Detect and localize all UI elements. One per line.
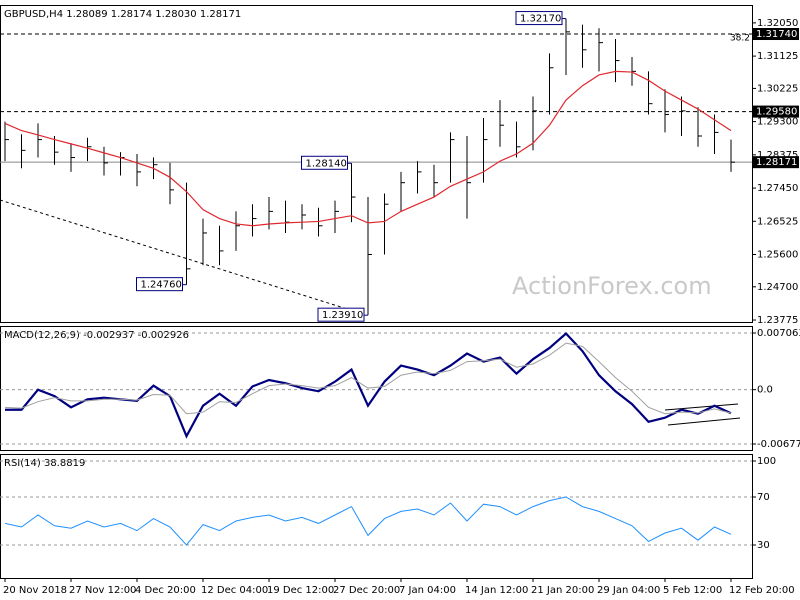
x-tick-label: 29 Jan 04:00 xyxy=(597,585,660,596)
series-line xyxy=(4,342,732,415)
y-tick-label: 30 xyxy=(757,540,770,551)
level-label: 1.28171 xyxy=(756,157,797,168)
annotation-box xyxy=(301,155,348,170)
x-tick-label: 27 Nov 12:00 xyxy=(69,585,136,596)
x-tick-label: 7 Jan 04:00 xyxy=(399,585,456,596)
series-line xyxy=(4,496,732,546)
annotation-label: 1.28140 xyxy=(306,158,347,169)
y-tick-label: 0.007063 xyxy=(757,328,800,339)
level-label: 1.31740 xyxy=(756,29,797,40)
y-tick-label: 1.26525 xyxy=(757,216,798,227)
x-tick-label: 21 Jan 20:00 xyxy=(531,585,594,596)
y-tick-label: 1.25600 xyxy=(757,249,798,260)
annotation-box xyxy=(136,277,183,292)
annotation-box xyxy=(317,307,365,322)
annotation-label: 1.24760 xyxy=(141,280,182,291)
x-tick-label: 27 Dec 20:00 xyxy=(333,585,400,596)
panel-title: RSI(14) 38.8819 xyxy=(4,458,85,469)
level-label-box xyxy=(753,105,799,118)
x-tick-label: 5 Feb 12:00 xyxy=(663,585,722,596)
level-label: 1.29580 xyxy=(756,107,797,118)
macd-panel xyxy=(0,326,753,451)
x-tick-label: 12 Dec 04:00 xyxy=(201,585,268,596)
level-note: 38.2 xyxy=(730,34,750,44)
y-tick-label: 1.32050 xyxy=(757,18,798,29)
y-tick-label: 1.24700 xyxy=(757,282,798,293)
annotation-label: 1.32170 xyxy=(520,14,561,25)
y-tick-label: 1.29300 xyxy=(757,117,798,128)
y-tick-label: 100 xyxy=(757,456,776,467)
y-tick-label: 70 xyxy=(757,492,770,503)
y-tick-label: 1.28375 xyxy=(757,150,798,161)
y-tick-label: 0.0 xyxy=(757,385,773,396)
channel-line xyxy=(667,417,741,426)
y-tick-label: -0.006774 xyxy=(757,439,800,450)
rsi-panel xyxy=(0,454,753,579)
x-tick-label: 20 Nov 2018 xyxy=(3,585,67,596)
price-panel xyxy=(0,5,753,323)
channel-line xyxy=(664,403,739,411)
x-tick-label: 4 Dec 20:00 xyxy=(135,585,196,596)
y-tick-label: 1.23775 xyxy=(757,315,798,326)
moving-average xyxy=(4,70,732,227)
trend-line xyxy=(0,199,361,314)
annotation-box xyxy=(515,11,563,26)
level-label-box xyxy=(753,28,799,41)
y-tick-label: 1.27450 xyxy=(757,183,798,194)
panel-title: GBPUSD,H4 1.28089 1.28174 1.28030 1.2817… xyxy=(4,9,241,20)
y-tick-label: 1.31125 xyxy=(757,51,798,62)
x-tick-label: 12 Feb 20:00 xyxy=(729,585,795,596)
y-tick-label: 1.30225 xyxy=(757,83,798,94)
x-tick-label: 14 Jan 12:00 xyxy=(465,585,528,596)
panel-title: MACD(12,26,9) -0.002937 -0.002926 xyxy=(4,330,189,341)
watermark: ActionForex.com xyxy=(512,272,712,300)
annotation-label: 1.23910 xyxy=(322,310,363,321)
x-tick-label: 19 Dec 12:00 xyxy=(267,585,334,596)
level-label-box xyxy=(753,156,799,169)
